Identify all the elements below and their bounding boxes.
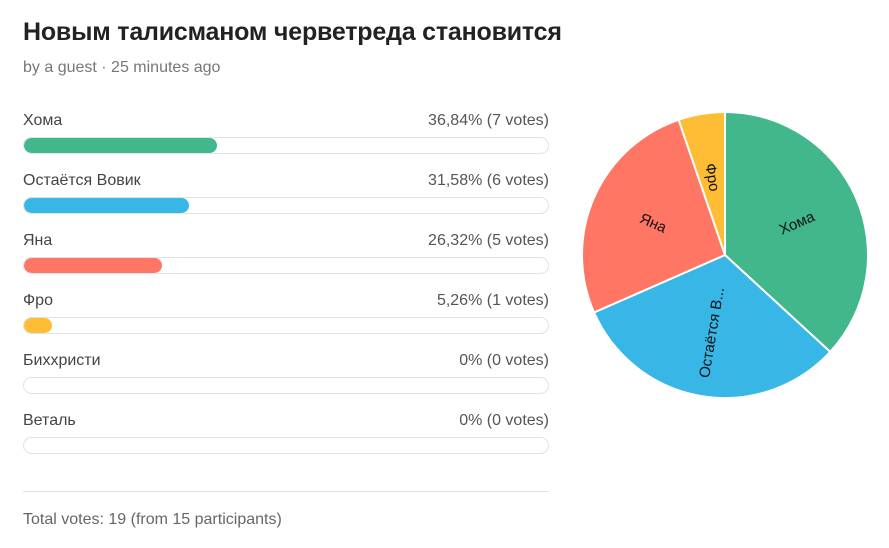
bar-fill <box>24 198 190 213</box>
option-label: Остаётся Вовик <box>23 172 141 189</box>
bar-track <box>23 377 549 394</box>
option-stats: 31,58% (6 votes) <box>428 172 549 189</box>
pie-slice <box>592 253 832 399</box>
option-stats: 26,32% (5 votes) <box>428 232 549 249</box>
option-label: Веталь <box>23 412 76 429</box>
option-row: Биххристи 0% (0 votes) <box>23 352 549 412</box>
option-row: Фро 5,26% (1 votes) <box>23 292 549 352</box>
option-label: Яна <box>23 232 53 249</box>
divider <box>23 491 549 492</box>
bar-track <box>23 197 549 214</box>
bar-track <box>23 437 549 454</box>
poll-meta: by a guest · 25 minutes ago <box>23 59 221 76</box>
option-label: Фро <box>23 292 53 309</box>
option-row: Веталь 0% (0 votes) <box>23 412 549 472</box>
pie-slice <box>677 110 726 256</box>
option-stats: 0% (0 votes) <box>459 352 549 369</box>
option-stats: 5,26% (1 votes) <box>436 292 549 309</box>
total-votes: Total votes: 19 (from 15 participants) <box>23 511 282 528</box>
option-label: Хома <box>23 112 63 129</box>
pie-slice <box>724 110 869 354</box>
options-list: Хома 36,84% (7 votes) Остаётся Вовик 31,58%… <box>23 112 549 472</box>
bar-track <box>23 317 549 334</box>
option-stats: 36,84% (7 votes) <box>428 112 549 129</box>
bar-fill <box>24 138 218 153</box>
pie-slice <box>581 118 727 314</box>
pie-slice-label: Фро <box>701 162 722 193</box>
bar-track <box>23 137 549 154</box>
bar-fill <box>24 318 52 333</box>
option-label: Биххристи <box>23 352 101 369</box>
option-row: Хома 36,84% (7 votes) <box>23 112 549 172</box>
option-row: Остаётся Вовик 31,58% (6 votes) <box>23 172 549 232</box>
option-stats: 0% (0 votes) <box>459 412 549 429</box>
poll-title: Новым талисманом черветреда становится <box>23 18 562 46</box>
bar-track <box>23 257 549 274</box>
pie-chart: Хома Остаётся В... Яна Фро <box>578 108 872 402</box>
option-row: Яна 26,32% (5 votes) <box>23 232 549 292</box>
bar-fill <box>24 258 162 273</box>
